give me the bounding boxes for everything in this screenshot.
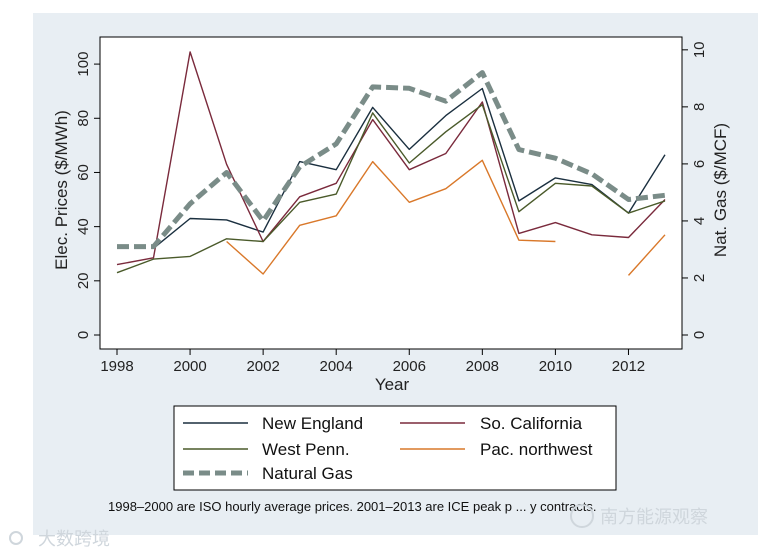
- legend-label-west-penn: West Penn.: [262, 440, 350, 459]
- watermark-logo-icon: [9, 531, 23, 545]
- x-tick-label-1998: 1998: [100, 358, 133, 375]
- series-group: [116, 51, 666, 276]
- y-left-tick-label-80: 80: [75, 110, 92, 127]
- y-right-tick-label-0: 0: [691, 331, 708, 339]
- series-line-pac-northwest-2: [627, 234, 666, 276]
- x-tick-label-2002: 2002: [246, 358, 279, 375]
- series-line-so-california: [116, 51, 666, 266]
- y-right-tick-label-6: 6: [691, 160, 708, 168]
- y-left-tick-label-60: 60: [75, 164, 92, 181]
- axes: 1998 2000 2002 2004 2006 2008 2010 201202040608…: [75, 41, 708, 375]
- x-tick-label-2006: 2006: [393, 358, 426, 375]
- series-line-west-penn: [116, 103, 666, 274]
- legend-label-natural-gas: Natural Gas: [262, 464, 353, 483]
- x-tick-label-2012: 2012: [612, 358, 645, 375]
- y-right-tick-label-2: 2: [691, 274, 708, 282]
- y-right-tick-label-4: 4: [691, 217, 708, 225]
- watermark-right: 南方能源观察: [570, 504, 708, 528]
- x-tick-label-2004: 2004: [320, 358, 353, 375]
- series-line-new-england: [153, 87, 666, 249]
- legend-box: [173, 405, 617, 491]
- x-tick-label-2000: 2000: [173, 358, 206, 375]
- x-tick-label-2010: 2010: [539, 358, 572, 375]
- watermark-right-text: 南方能源观察: [600, 507, 708, 527]
- legend-label-so-california: So. California: [480, 414, 583, 433]
- y-axis-right-title: Nat. Gas ($/MCF): [711, 123, 730, 257]
- y-left-tick-label-20: 20: [75, 272, 92, 289]
- watermark-left: 大数跨境: [9, 529, 110, 549]
- series-line-natural-gas: [117, 70, 666, 250]
- series-line-pac-northwest-1: [226, 159, 556, 275]
- plot-area: [99, 36, 683, 350]
- y-left-tick-label-40: 40: [75, 218, 92, 235]
- wechat-logo-icon: [570, 504, 594, 528]
- chart-note: 1998–2000 are ISO hourly average prices.…: [108, 499, 597, 514]
- x-axis-title: Year: [375, 375, 410, 394]
- legend-label-new-england: New England: [262, 414, 363, 433]
- watermark-left-text: 大数跨境: [38, 529, 110, 549]
- x-tick-label-2008: 2008: [466, 358, 499, 375]
- legend: New England So. California West Penn. Pa…: [173, 405, 617, 491]
- legend-label-pac-northwest: Pac. northwest: [480, 440, 593, 459]
- y-right-tick-label-10: 10: [691, 41, 708, 58]
- y-axis-left-title: Elec. Prices ($/MWh): [52, 110, 71, 270]
- y-right-tick-label-8: 8: [691, 103, 708, 111]
- y-left-tick-label-100: 100: [75, 52, 92, 77]
- y-left-tick-label-0: 0: [75, 331, 92, 339]
